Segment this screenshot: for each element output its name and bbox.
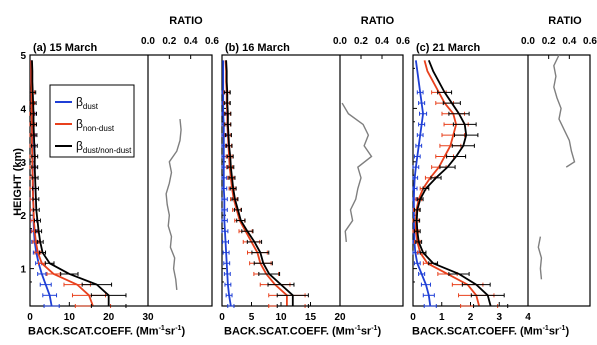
x-tick-label: 0: [410, 312, 416, 323]
ratio-tick-label: 0.2: [162, 36, 176, 47]
ratio-tick-label: 0.4: [375, 36, 389, 47]
y-tick-label: 5: [20, 51, 26, 62]
panel-a: (a) 15 March RATIO 0.0 0.2 0.4 0.6 0 10 20 30 1 2 3 4…: [20, 15, 219, 323]
x-tick-label: 10: [64, 312, 76, 323]
y-tick-label: 4: [20, 104, 26, 115]
non_dust-series-line: [30, 60, 94, 307]
ratio-label: RATIO: [548, 15, 582, 27]
y-tick-label: 1: [20, 265, 26, 276]
x-tick-label: 0: [27, 312, 33, 323]
panel-c: (c) 21 March RATIO 0.0 0.2 0.4 0.6 0 1 2 3 4: [410, 15, 597, 323]
x-tick-label: 3: [496, 312, 502, 323]
legend-label-ratio: βdust/non-dust: [76, 139, 132, 155]
ratio-label: RATIO: [361, 15, 395, 27]
legend: βdust βnon-dust βdust/non-dust: [49, 84, 135, 158]
legend-label-dust: βdust: [76, 95, 99, 111]
legend-label-non_dust: βnon-dust: [76, 117, 115, 133]
x-tick-label: 20: [334, 312, 346, 323]
ratio-series-line: [165, 119, 182, 291]
ratio-tick-label: 0.6: [205, 36, 219, 47]
panel-title: (a) 15 March: [33, 42, 97, 54]
non_dust-series-line: [224, 60, 288, 306]
x-axis-label-a: BACK.SCAT.COEFF. (Mm-1sr-1): [28, 325, 186, 338]
x-axis-label-b: BACK.SCAT.COEFF. (Mm-1sr-1): [224, 325, 382, 338]
total-series-line: [225, 60, 294, 306]
x-tick-label: 0: [219, 312, 225, 323]
x-tick-label: 30: [142, 312, 154, 323]
ratio-tick-label: 0.4: [184, 36, 198, 47]
dust-series-line: [222, 60, 232, 307]
x-tick-label: 1: [439, 312, 445, 323]
y-tick-label: 2: [20, 211, 26, 222]
panel-title: (c) 21 March: [416, 42, 480, 54]
ratio-series-line: [341, 102, 373, 242]
total-series-line: [31, 60, 110, 306]
x-tick-label: 20: [103, 312, 115, 323]
ratio-series-line: [537, 236, 543, 280]
plot-frame: [221, 54, 404, 307]
x-tick-label: 4: [525, 312, 531, 323]
ratio-tick-label: 0.6: [396, 36, 410, 47]
ratio-tick-label: 0.6: [583, 36, 597, 47]
ratio-tick-label: 0.0: [521, 36, 535, 47]
x-tick-label: 2: [468, 312, 474, 323]
ratio-tick-label: 0.4: [562, 36, 576, 47]
y-tick-label: 3: [20, 158, 26, 169]
ratio-tick-label: 0.2: [354, 36, 368, 47]
x-axis-label-c: BACK.SCAT.COEFF. (Mm-1sr-1): [412, 325, 570, 338]
y-axis-label: HEIGHT (km): [11, 148, 24, 216]
panel-title: (b) 16 March: [225, 42, 290, 54]
x-tick-label: 5: [249, 312, 255, 323]
ratio-tick-label: 0.0: [333, 36, 347, 47]
ratio-tick-label: 0.0: [141, 36, 155, 47]
ratio-label: RATIO: [169, 15, 203, 27]
ratio-tick-label: 0.2: [542, 36, 556, 47]
panel-b: (b) 16 March RATIO 0.0 0.2 0.4 0.6 0 5 10 15 20: [219, 15, 410, 323]
dust-series-line: [412, 60, 432, 307]
x-tick-label: 15: [305, 312, 317, 323]
total-series-line: [415, 60, 492, 307]
x-tick-label: 10: [275, 312, 287, 323]
ratio-series-line: [553, 54, 576, 168]
